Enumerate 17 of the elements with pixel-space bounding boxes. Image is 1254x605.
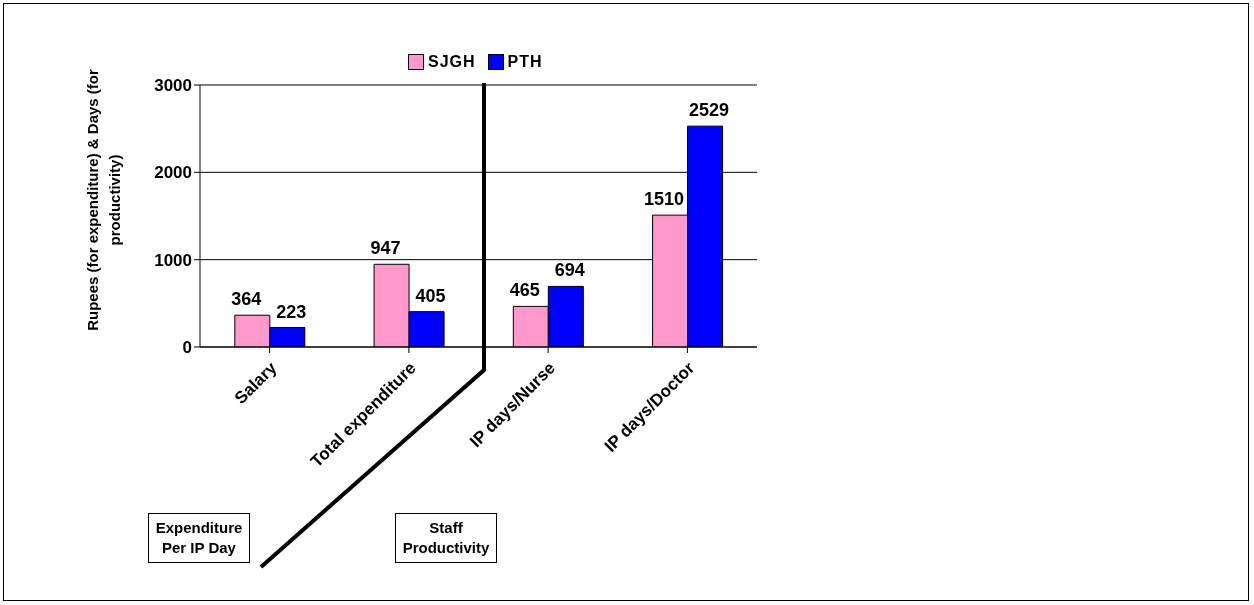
- data-label: 947: [370, 238, 401, 259]
- data-label: 223: [276, 301, 307, 322]
- data-label: 694: [554, 260, 585, 281]
- data-label: 364: [231, 289, 262, 310]
- data-label: 1510: [644, 189, 685, 210]
- legend-label: SJGH: [427, 53, 476, 71]
- text: Expenditure Per IP Day: [148, 513, 250, 563]
- y-axis-title: Rupees (for expenditure) & Days (for productivity): [83, 68, 124, 333]
- y-tick-label: 0: [182, 338, 192, 358]
- text: Staff Productivity: [395, 513, 497, 563]
- data-label: 465: [509, 280, 540, 301]
- y-tick-label: 3000: [154, 76, 192, 96]
- legend-label: PTH: [506, 53, 543, 71]
- data-label: 405: [415, 285, 446, 306]
- data-label: 2529: [689, 100, 730, 121]
- y-tick-label: 2000: [154, 163, 192, 183]
- y-tick-label: 1000: [154, 250, 192, 270]
